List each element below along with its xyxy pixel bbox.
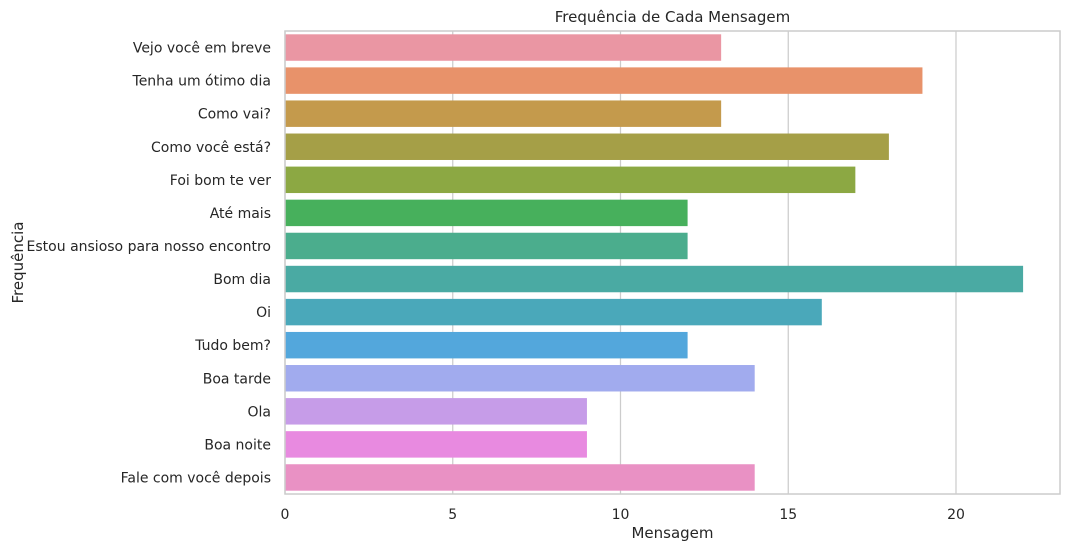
y-tick-label: Como vai? xyxy=(198,107,271,123)
y-tick-label: Foi bom te ver xyxy=(170,173,271,189)
bar xyxy=(285,464,755,491)
y-tick-label: Boa tarde xyxy=(203,371,271,387)
bar xyxy=(285,199,688,227)
bar xyxy=(285,398,587,425)
bars xyxy=(285,34,1024,491)
bar xyxy=(285,67,923,94)
y-tick-labels: Vejo você em breve Tenha um ótimo dia Como… xyxy=(27,41,272,487)
x-tick-labels: 0 5 10 15 20 xyxy=(281,507,965,523)
x-tick-label: 20 xyxy=(947,507,965,523)
bar xyxy=(285,331,688,359)
chart-title: Frequência de Cada Mensagem xyxy=(555,8,790,26)
x-tick-label: 5 xyxy=(448,507,457,523)
bar xyxy=(285,365,755,392)
y-tick-label: Fale com você depois xyxy=(121,470,271,486)
y-tick-label: Até mais xyxy=(210,206,271,222)
bar xyxy=(285,166,856,194)
x-tick-label: 10 xyxy=(612,507,630,523)
x-tick-label: 0 xyxy=(281,507,290,523)
y-tick-label: Ola xyxy=(248,404,272,420)
bar xyxy=(285,100,722,127)
y-tick-label: Bom dia xyxy=(213,272,271,288)
bar xyxy=(285,431,587,458)
x-tick-label: 15 xyxy=(779,507,797,523)
x-axis-label: Mensagem xyxy=(631,524,713,542)
y-tick-label: Vejo você em breve xyxy=(133,41,271,57)
bar xyxy=(285,34,722,61)
bar xyxy=(285,133,889,160)
bar xyxy=(285,232,688,260)
plot-frame xyxy=(284,30,1061,495)
y-tick-label: Como você está? xyxy=(151,140,271,156)
y-tick-label: Oi xyxy=(256,305,271,321)
bar xyxy=(285,298,822,326)
bar xyxy=(285,265,1024,293)
y-tick-label: Boa noite xyxy=(204,437,271,453)
y-tick-label: Tudo bem? xyxy=(194,338,271,354)
y-tick-label: Tenha um ótimo dia xyxy=(132,74,271,90)
y-tick-label: Estou ansioso para nosso encontro xyxy=(27,239,271,255)
y-axis-label: Frequência xyxy=(9,222,27,304)
